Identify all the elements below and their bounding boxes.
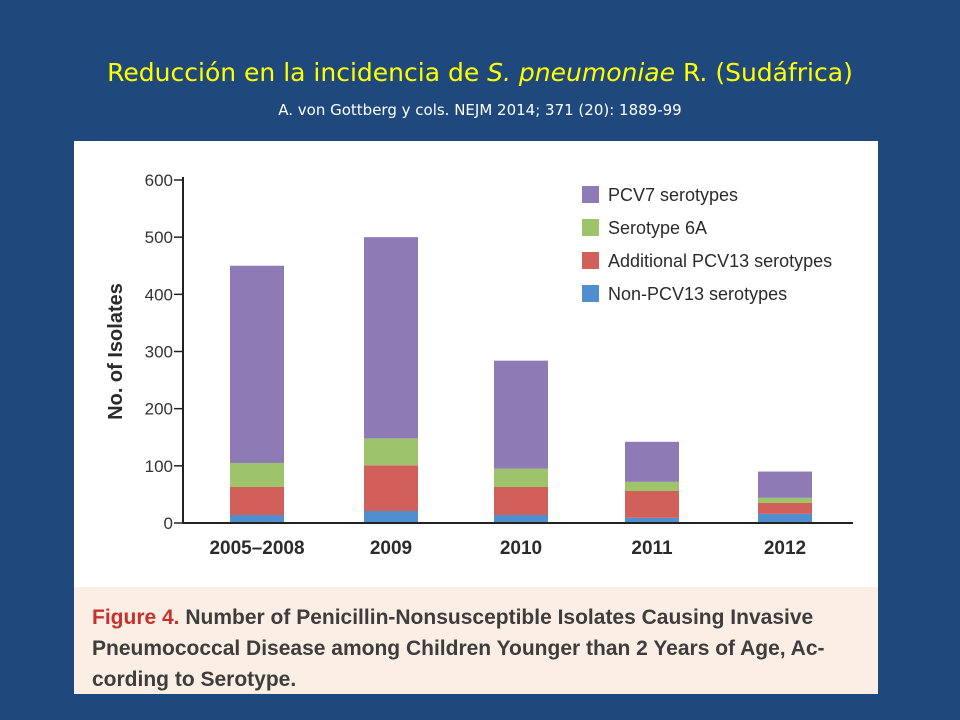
y-tick-label-600: 600 (145, 171, 173, 190)
caption-label: Figure 4. (92, 606, 180, 629)
y-tick-label-0: 0 (164, 514, 173, 533)
figure-panel: 0 100 200 300 400 500 600 2005–2008 2009 2010 2011… (74, 141, 878, 694)
bar-2012-additional-pcv13-serotypes (758, 502, 812, 514)
x-tick-label-2005-2008: 2005–2008 (209, 538, 304, 559)
caption-text: Figure 4. Number of Penicillin-Nonsuscep… (92, 602, 862, 695)
title-prefix: Reducción en la incidencia de (107, 58, 488, 87)
bar-2005-2008-additional-pcv13-serotypes (230, 486, 284, 515)
legend-label-serotype-6a: Serotype 6A (608, 218, 707, 238)
bar-2011-non-pcv13-serotypes (625, 517, 679, 523)
bar-2010-pcv7-serotypes (494, 360, 548, 469)
bar-2009-serotype-6a (364, 438, 418, 466)
bar-2005-2008-pcv7-serotypes (230, 265, 284, 463)
legend-label-pcv7-serotypes: PCV7 serotypes (608, 185, 738, 205)
bar-2012-serotype-6a (758, 497, 812, 503)
bar-2005-2008-serotype-6a (230, 462, 284, 487)
bar-2005-2008-non-pcv13-serotypes (230, 514, 284, 523)
legend-swatch-pcv7-serotypes (582, 186, 599, 203)
x-tick-label-2010: 2010 (500, 538, 542, 559)
bar-2010-additional-pcv13-serotypes (494, 486, 548, 515)
y-axis-title: No. of Isolates (105, 283, 127, 420)
x-tick-label-2012: 2012 (764, 538, 806, 559)
bar-2010-non-pcv13-serotypes (494, 514, 548, 523)
legend-swatch-additional-pcv13-serotypes (582, 252, 599, 269)
bar-2009-non-pcv13-serotypes (364, 510, 418, 523)
caption-line-1: Figure 4. Number of Penicillin-Nonsuscep… (92, 602, 862, 633)
caption-line-1-text: Number of Penicillin-Nonsusceptible Isol… (179, 606, 814, 629)
bar-2011-additional-pcv13-serotypes (625, 490, 679, 518)
title-suffix: R. (Sudáfrica) (675, 58, 853, 87)
figure-caption: Figure 4. Number of Penicillin-Nonsuscep… (74, 587, 878, 694)
caption-line-2: Pneumococcal Disease among Children Youn… (92, 637, 825, 660)
bar-2011-pcv7-serotypes (625, 441, 679, 482)
caption-line-3: cording to Serotype. (92, 668, 297, 691)
bar-2012-pcv7-serotypes (758, 471, 812, 498)
x-tick-label-2011: 2011 (631, 538, 673, 559)
y-tick-label-200: 200 (145, 400, 173, 419)
legend-label-additional-pcv13-serotypes: Additional PCV13 serotypes (608, 251, 832, 271)
legend-swatch-non-pcv13-serotypes (582, 285, 599, 302)
bar-2011-serotype-6a (625, 481, 679, 491)
y-tick-label-300: 300 (145, 343, 173, 362)
bar-2009-pcv7-serotypes (364, 237, 418, 439)
stacked-bar-chart: 0 100 200 300 400 500 600 2005–2008 2009 2010 2011… (105, 171, 853, 559)
bar-2009-additional-pcv13-serotypes (364, 465, 418, 511)
y-tick-label-100: 100 (145, 457, 173, 476)
slide-subtitle: A. von Gottberg y cols. NEJM 2014; 371 (… (278, 101, 682, 119)
title-species: S. pneumoniae (487, 58, 675, 87)
bar-2012-non-pcv13-serotypes (758, 513, 812, 523)
y-tick-label-500: 500 (145, 228, 173, 247)
x-tick-label-2009: 2009 (370, 538, 412, 559)
legend-swatch-serotype-6a (582, 219, 599, 236)
slide-title: Reducción en la incidencia de S. pneumon… (0, 58, 960, 87)
y-tick-label-400: 400 (145, 285, 173, 304)
legend-label-non-pcv13-serotypes: Non-PCV13 serotypes (608, 284, 787, 304)
bar-2010-serotype-6a (494, 468, 548, 487)
